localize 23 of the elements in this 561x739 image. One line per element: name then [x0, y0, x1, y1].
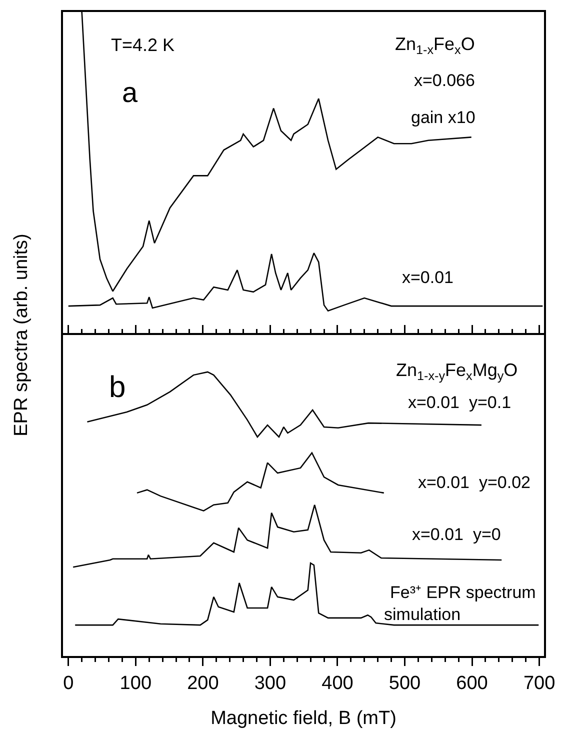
annotation: Zn$_{1-x}$Fe$_{x}$O [395, 34, 475, 57]
x-tick-label: 500 [388, 672, 421, 694]
x-tick-label: 300 [254, 672, 286, 694]
x-axis-title: Magnetic field, B (mT) [210, 708, 396, 730]
annotation: Fe³⁺ EPR spectrum [390, 583, 536, 602]
annotation: Zn$_{1-x-y}$Fe$_{x}$Mg$_{y}$O [396, 360, 518, 383]
x-tick-label: 600 [456, 672, 488, 694]
annotation: x=0.01 y=0 [412, 525, 501, 544]
annotation: a [122, 77, 138, 108]
annotation: b [109, 371, 126, 404]
x-tick-label: 200 [187, 672, 219, 694]
annotation: x=0.01 [402, 268, 454, 287]
x-tick-label: 400 [322, 672, 354, 694]
x-tick-label: 100 [120, 672, 152, 694]
annotation: x=0.01 y=0.02 [418, 473, 530, 492]
annotation: x=0.01 y=0.1 [408, 393, 512, 412]
annotation: simulation [384, 605, 461, 624]
x-tick-label: 700 [523, 672, 556, 694]
annotation: x=0.066 [414, 71, 475, 90]
y-axis-title: EPR spectra (arb. units) [11, 234, 33, 436]
x-tick-label: 0 [63, 672, 74, 694]
annotation: gain x10 [411, 108, 476, 127]
annotation: T=4.2 K [111, 35, 175, 55]
